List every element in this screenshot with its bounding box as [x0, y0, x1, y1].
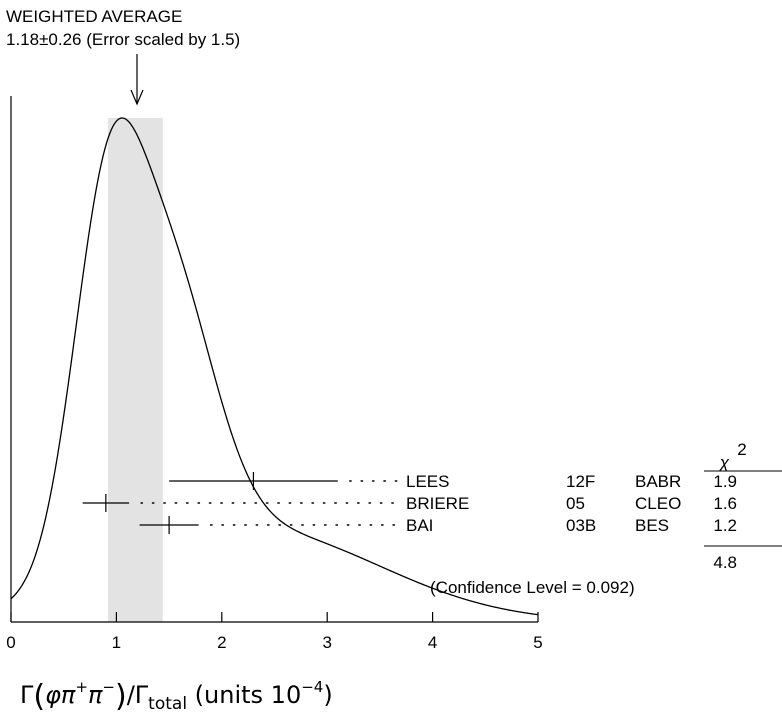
x-tick-label: 5: [533, 633, 542, 652]
average-arrow: [130, 54, 144, 106]
measurement-experiment: CLEO: [635, 494, 681, 513]
x-tick-label: 3: [322, 633, 331, 652]
chi2-header-superscript: 2: [737, 440, 746, 459]
measurement-year: 03B: [566, 516, 596, 535]
weighted-average-value: 1.18±0.26 (Error scaled by 1.5): [6, 30, 240, 49]
x-tick-label: 0: [6, 633, 15, 652]
chi2-total: 4.8: [713, 553, 737, 572]
measurement-chi2: 1.6: [713, 494, 737, 513]
x-tick-label: 2: [217, 633, 226, 652]
confidence-level: (Confidence Level = 0.092): [430, 578, 635, 597]
x-tick-label: 1: [112, 633, 121, 652]
weighted-average-band: [107, 118, 163, 622]
x-tick-label: 4: [428, 633, 437, 652]
measurement-experiment: BES: [635, 516, 669, 535]
measurement-chi2: 1.2: [713, 516, 737, 535]
measurement-year: 12F: [566, 472, 595, 491]
measurement-year: 05: [566, 494, 585, 513]
measurement-experiment: BABR: [635, 472, 681, 491]
x-axis-label: Γ(φπ+π−)/Γtotal (units 10−4): [20, 678, 333, 714]
measurement-author: BRIERE: [406, 494, 469, 513]
measurement-author: BAI: [406, 516, 433, 535]
measurement-author: LEES: [406, 472, 449, 491]
chi2-header: χ: [718, 453, 730, 472]
measurement-chi2: 1.9: [713, 472, 737, 491]
ideogram-curve: [10, 117, 539, 616]
weighted-average-title: WEIGHTED AVERAGE: [6, 7, 182, 26]
